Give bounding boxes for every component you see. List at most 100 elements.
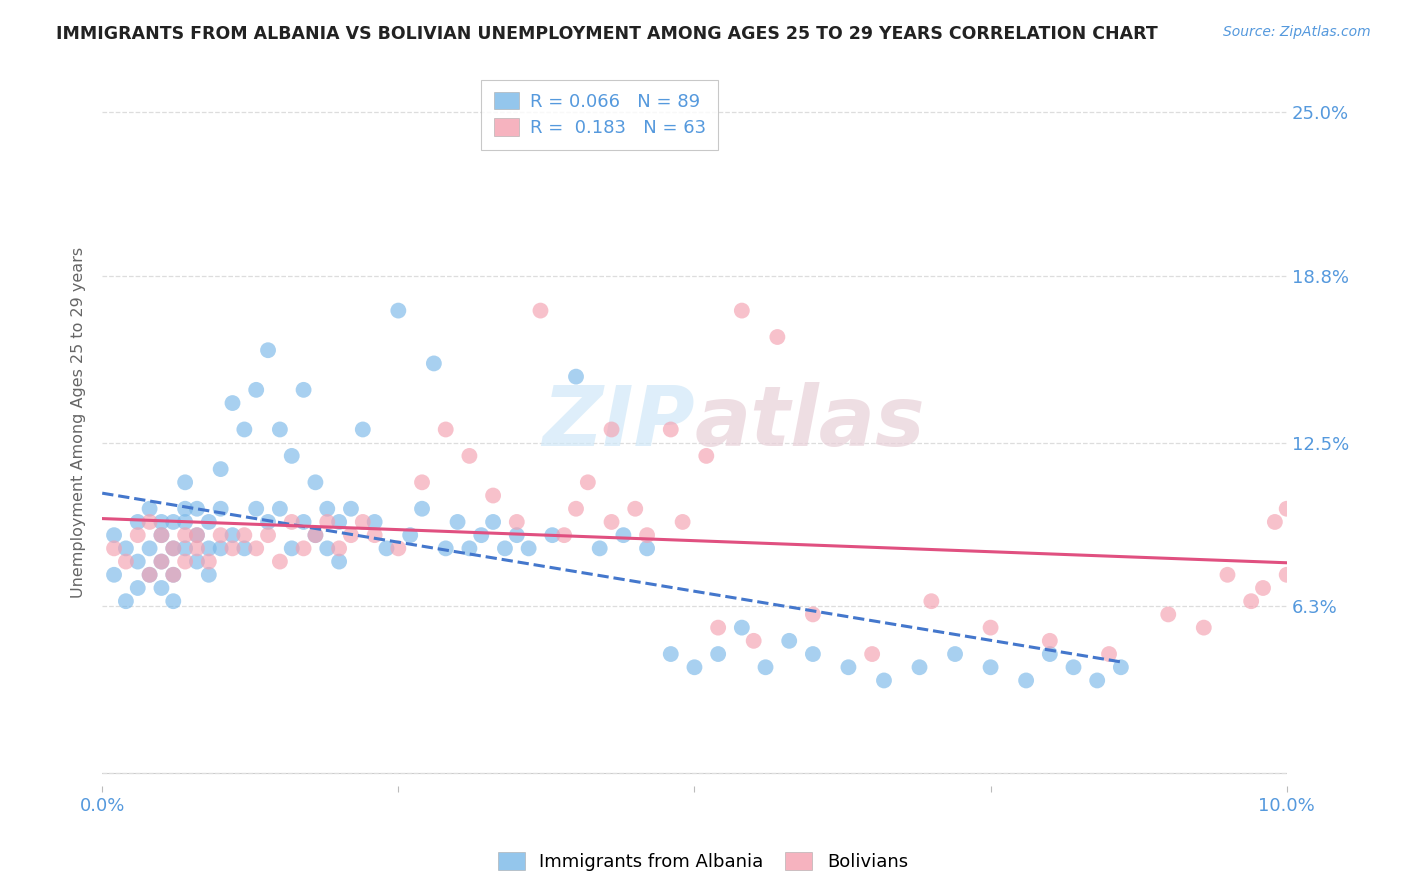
Immigrants from Albania	[328, 555, 350, 569]
Immigrants from Albania	[233, 422, 256, 436]
Immigrants from Albania	[221, 528, 243, 542]
Immigrants from Albania	[162, 567, 184, 582]
Bolivians	[363, 528, 385, 542]
Bolivians	[186, 528, 208, 542]
Bolivians	[127, 528, 149, 542]
Bolivians	[316, 515, 339, 529]
Text: Source: ZipAtlas.com: Source: ZipAtlas.com	[1223, 25, 1371, 39]
Immigrants from Albania	[174, 475, 197, 490]
Immigrants from Albania	[612, 528, 634, 542]
Immigrants from Albania	[683, 660, 706, 674]
Immigrants from Albania	[636, 541, 658, 556]
Legend: Immigrants from Albania, Bolivians: Immigrants from Albania, Bolivians	[491, 846, 915, 879]
Immigrants from Albania	[434, 541, 457, 556]
Bolivians	[328, 541, 350, 556]
Bolivians	[233, 528, 256, 542]
Immigrants from Albania	[292, 515, 315, 529]
Immigrants from Albania	[304, 528, 326, 542]
Bolivians	[672, 515, 695, 529]
Immigrants from Albania	[352, 422, 374, 436]
Bolivians	[411, 475, 433, 490]
Bolivians	[138, 515, 160, 529]
Bolivians	[1039, 633, 1062, 648]
Immigrants from Albania	[778, 633, 800, 648]
Immigrants from Albania	[127, 515, 149, 529]
Bolivians	[221, 541, 243, 556]
Immigrants from Albania	[363, 515, 385, 529]
Bolivians	[695, 449, 717, 463]
Immigrants from Albania	[801, 647, 824, 661]
Bolivians	[198, 555, 221, 569]
Immigrants from Albania	[257, 515, 280, 529]
Immigrants from Albania	[186, 501, 208, 516]
Bolivians	[209, 528, 232, 542]
Bolivians	[174, 528, 197, 542]
Immigrants from Albania	[257, 343, 280, 358]
Immigrants from Albania	[198, 515, 221, 529]
Immigrants from Albania	[731, 621, 754, 635]
Immigrants from Albania	[127, 581, 149, 595]
Immigrants from Albania	[659, 647, 682, 661]
Immigrants from Albania	[328, 515, 350, 529]
Bolivians	[529, 303, 551, 318]
Bolivians	[766, 330, 789, 344]
Immigrants from Albania	[233, 541, 256, 556]
Bolivians	[269, 555, 291, 569]
Bolivians	[1192, 621, 1215, 635]
Immigrants from Albania	[873, 673, 896, 688]
Immigrants from Albania	[292, 383, 315, 397]
Bolivians	[340, 528, 363, 542]
Bolivians	[1240, 594, 1263, 608]
Immigrants from Albania	[304, 475, 326, 490]
Immigrants from Albania	[589, 541, 612, 556]
Immigrants from Albania	[269, 422, 291, 436]
Bolivians	[162, 541, 184, 556]
Immigrants from Albania	[174, 515, 197, 529]
Bolivians	[624, 501, 647, 516]
Immigrants from Albania	[908, 660, 931, 674]
Immigrants from Albania	[1039, 647, 1062, 661]
Bolivians	[565, 501, 588, 516]
Immigrants from Albania	[127, 555, 149, 569]
Bolivians	[103, 541, 125, 556]
Immigrants from Albania	[150, 528, 173, 542]
Bolivians	[980, 621, 1002, 635]
Immigrants from Albania	[138, 567, 160, 582]
Legend: R = 0.066   N = 89, R =  0.183   N = 63: R = 0.066 N = 89, R = 0.183 N = 63	[481, 79, 718, 150]
Immigrants from Albania	[198, 567, 221, 582]
Immigrants from Albania	[541, 528, 564, 542]
Bolivians	[292, 541, 315, 556]
Bolivians	[1098, 647, 1121, 661]
Immigrants from Albania	[399, 528, 422, 542]
Bolivians	[174, 555, 197, 569]
Immigrants from Albania	[245, 501, 267, 516]
Immigrants from Albania	[707, 647, 730, 661]
Immigrants from Albania	[198, 541, 221, 556]
Bolivians	[150, 555, 173, 569]
Bolivians	[186, 541, 208, 556]
Bolivians	[138, 567, 160, 582]
Immigrants from Albania	[1015, 673, 1038, 688]
Immigrants from Albania	[103, 528, 125, 542]
Immigrants from Albania	[221, 396, 243, 410]
Immigrants from Albania	[103, 567, 125, 582]
Immigrants from Albania	[494, 541, 516, 556]
Bolivians	[801, 607, 824, 622]
Immigrants from Albania	[1109, 660, 1132, 674]
Bolivians	[458, 449, 481, 463]
Bolivians	[742, 633, 765, 648]
Immigrants from Albania	[174, 541, 197, 556]
Bolivians	[304, 528, 326, 542]
Immigrants from Albania	[411, 501, 433, 516]
Bolivians	[434, 422, 457, 436]
Immigrants from Albania	[1085, 673, 1108, 688]
Bolivians	[506, 515, 529, 529]
Bolivians	[731, 303, 754, 318]
Immigrants from Albania	[837, 660, 859, 674]
Immigrants from Albania	[138, 541, 160, 556]
Immigrants from Albania	[470, 528, 492, 542]
Immigrants from Albania	[423, 356, 446, 370]
Immigrants from Albania	[458, 541, 481, 556]
Immigrants from Albania	[138, 501, 160, 516]
Immigrants from Albania	[174, 501, 197, 516]
